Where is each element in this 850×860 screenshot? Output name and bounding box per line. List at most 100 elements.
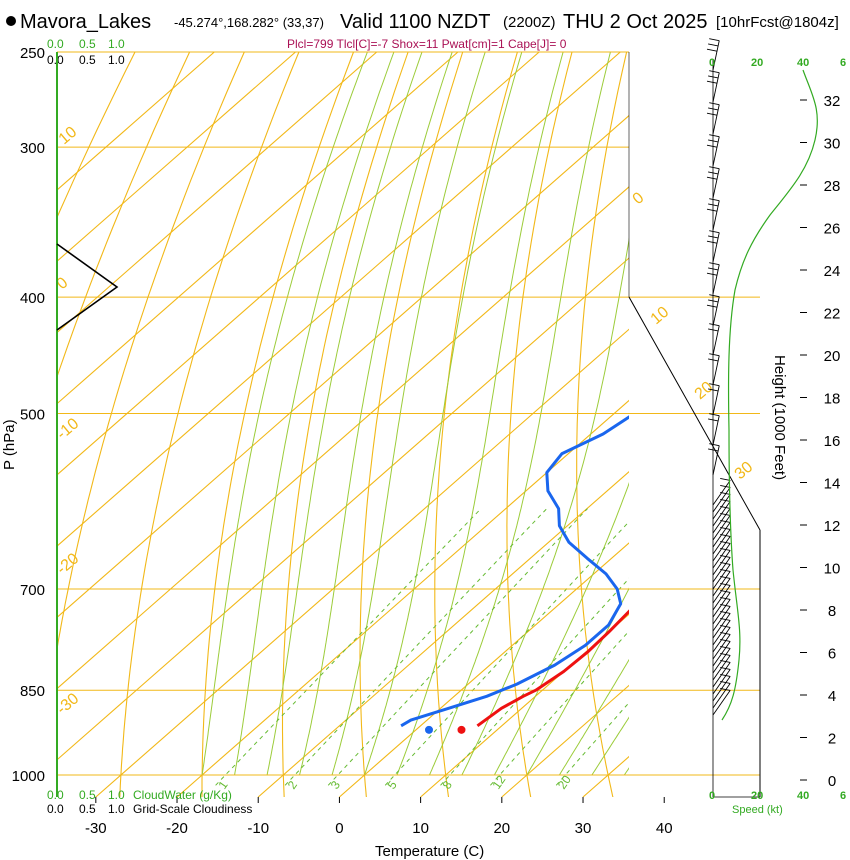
mixing-ratio-line <box>555 701 629 786</box>
pressure-tick-label: 1000 <box>12 768 45 785</box>
valid-date: THU 2 Oct 2025 <box>563 11 708 33</box>
isotherm-line <box>57 186 629 690</box>
surface-temperature-marker <box>457 725 466 734</box>
wind-barb <box>708 323 720 356</box>
cloudwater-scale-bottom-1: 0.5 <box>79 788 96 802</box>
temperature-tick-label: -20 <box>166 820 188 837</box>
isotherm-line <box>745 52 850 797</box>
y-axis-label: P (hPa) <box>1 419 18 470</box>
speed-scale-top-0: 0 <box>709 57 715 69</box>
temperature-tick-label: 30 <box>575 820 592 837</box>
mixing-ratio-line <box>440 577 629 786</box>
moist-adiabat-line <box>266 52 423 776</box>
isotherm-line <box>339 542 629 797</box>
mixing-ratio-line <box>215 508 482 786</box>
cloudiness-label: Grid-Scale Cloudiness <box>133 802 252 816</box>
x-axis-label: Temperature (C) <box>375 843 484 860</box>
isotherm-line <box>664 52 850 797</box>
isotherm-label: 30 <box>732 459 757 484</box>
moist-adiabat-line <box>526 587 629 776</box>
cloudwater-scale-bottom-2: 1.0 <box>108 788 125 802</box>
isotherm-line <box>827 52 850 797</box>
dry-adiabat-line <box>281 52 409 797</box>
moist-adiabat-line <box>461 237 629 776</box>
forecast-run: [10hrFcst@1804z] <box>716 14 839 31</box>
temperature-tick-label: 0 <box>335 820 343 837</box>
dry-adiabat-line <box>201 52 355 797</box>
isotherm-line <box>57 257 629 761</box>
cloudwater-scale-top-0: 0.0 <box>47 37 64 51</box>
height-tick-label: 4 <box>828 688 836 705</box>
height-axis-label: Height (1000 Feet) <box>771 355 788 480</box>
dewpoint-profile-line <box>400 415 629 728</box>
wind-barb <box>706 262 720 295</box>
moist-adiabat-line <box>331 52 486 776</box>
temperature-profile-line <box>476 609 629 728</box>
mixing-ratio-line <box>384 520 629 786</box>
mixing-ratio-label: 8 <box>440 778 455 792</box>
moist-adiabat-line <box>558 658 629 776</box>
temperature-tick-label: 20 <box>493 820 510 837</box>
speed-scale-top-2: 40 <box>797 57 809 69</box>
dry-adiabat-line <box>119 52 300 797</box>
utc-time: (2200Z) <box>503 14 556 31</box>
pressure-tick-label: 250 <box>20 45 45 62</box>
wind-barb <box>706 198 720 231</box>
temperature-tick-label: -10 <box>247 820 269 837</box>
moist-adiabat-line <box>623 767 629 776</box>
cloudiness-scale-top-0: 0.0 <box>47 53 64 67</box>
wind-barb <box>708 413 720 446</box>
wind-barb <box>708 443 720 476</box>
cloudiness-scale-bottom-1: 0.5 <box>79 802 96 816</box>
wind-barb <box>708 383 720 416</box>
isotherm-line <box>257 471 629 797</box>
cloudiness-scale-bottom-0: 0.0 <box>47 802 64 816</box>
height-tick-label: 16 <box>824 433 841 450</box>
isotherm-line <box>501 684 629 797</box>
wind-barb <box>706 38 720 71</box>
moist-adiabat-line <box>201 52 368 776</box>
moist-adiabat-line <box>591 716 629 776</box>
wind-speed-profile <box>721 69 818 721</box>
cloudiness-scale-top-1: 0.5 <box>79 53 96 67</box>
mixing-ratio-line <box>327 508 588 786</box>
temperature-tick-label: 40 <box>656 820 673 837</box>
valid-time: Valid 1100 NZDT <box>340 11 490 33</box>
height-tick-label: 14 <box>824 476 841 493</box>
moist-adiabat-line <box>493 482 629 776</box>
wind-barb <box>708 353 720 386</box>
stability-indices: Plcl=799 Tlcl[C]=-7 Shox=11 Pwat[cm]=1 C… <box>287 37 567 51</box>
temperature-tick-label: -30 <box>85 820 107 837</box>
dry-adiabat-line <box>506 52 573 797</box>
height-tick-label: 22 <box>824 306 841 323</box>
mixing-ratio-label: 3 <box>328 778 343 792</box>
mixing-ratio-line <box>490 630 629 786</box>
height-tick-label: 26 <box>824 221 841 238</box>
surface-dewpoint-marker <box>425 725 434 734</box>
height-tick-label: 20 <box>824 348 841 365</box>
wind-barb <box>706 134 720 167</box>
height-tick-label: 12 <box>824 518 841 535</box>
isotherm-line <box>57 52 621 547</box>
isotherm-line <box>57 52 215 191</box>
speed-scale-top-1: 20 <box>751 57 763 69</box>
isotherm-line <box>57 52 540 476</box>
wind-barb <box>712 680 731 709</box>
height-tick-label: 28 <box>824 178 841 195</box>
pressure-tick-label: 300 <box>20 140 45 157</box>
wind-barb <box>706 230 720 263</box>
isotherm-line <box>582 755 629 797</box>
height-tick-label: 32 <box>824 93 841 110</box>
wind-barb <box>706 294 720 327</box>
moist-adiabat-line <box>234 52 395 776</box>
station-dot-icon <box>6 16 16 26</box>
moist-adiabat-line <box>299 52 453 776</box>
cloudwater-scale-bottom-0: 0.0 <box>47 788 64 802</box>
speed-scale-bottom-2: 40 <box>797 790 809 802</box>
isotherm-label: 10 <box>56 124 81 149</box>
isotherm-line <box>57 114 629 619</box>
height-tick-label: 10 <box>824 561 841 578</box>
height-tick-label: 24 <box>824 263 841 280</box>
